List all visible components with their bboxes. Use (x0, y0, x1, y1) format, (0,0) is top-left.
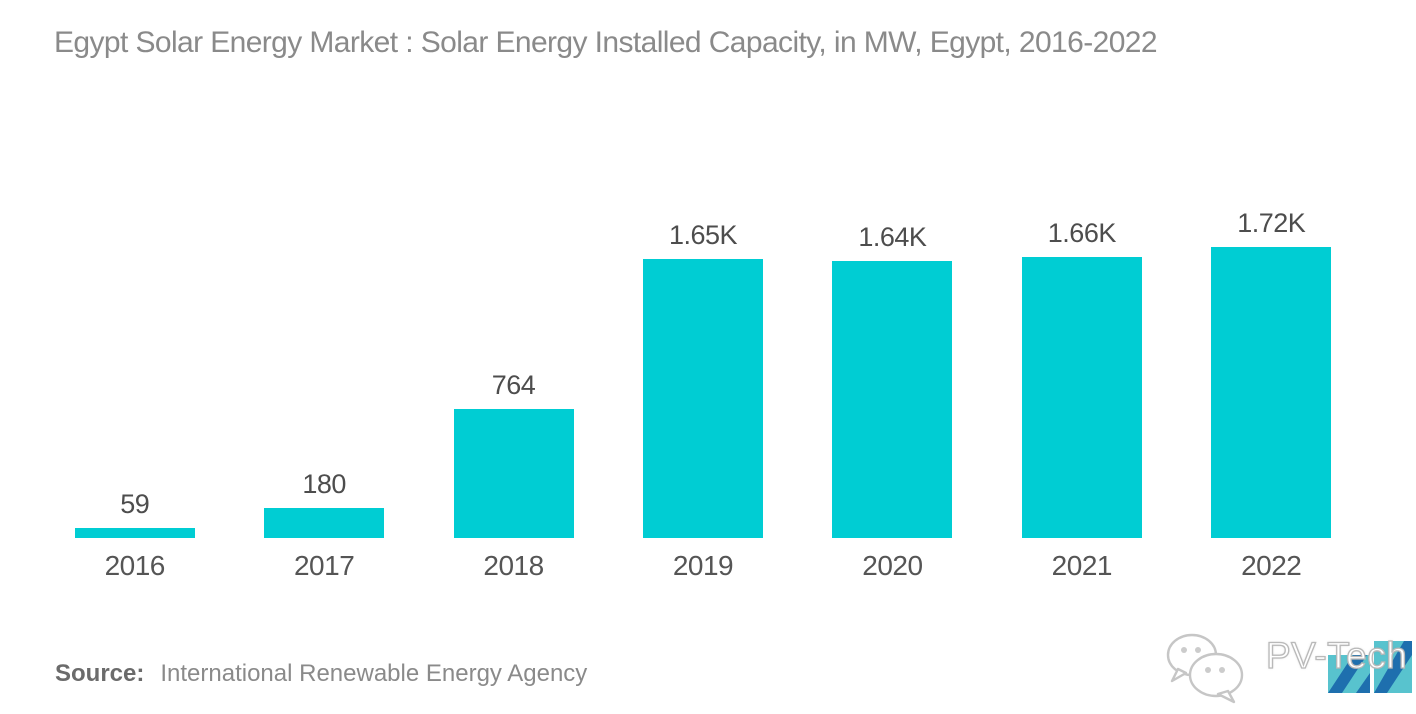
bar-column: 1.66K 2021 (987, 200, 1176, 582)
bar (642, 259, 763, 538)
bar-value-label: 764 (491, 370, 536, 400)
x-axis-label: 2016 (104, 550, 166, 581)
brand-watermark: PV-Tech (1166, 619, 1416, 714)
bar-value-label: 1.65K (668, 220, 738, 250)
plot-area: 59 2016 180 2017 764 2018 1.65K 2019 1.64K 2020 1.… (40, 200, 1366, 582)
source-text: International Renewable Energy Agency (160, 660, 588, 687)
x-axis-label: 2022 (1241, 550, 1302, 581)
bar-value-label: 59 (120, 489, 150, 519)
bar (1211, 247, 1332, 538)
bar-value-label: 1.72K (1237, 208, 1306, 238)
bar (74, 528, 195, 538)
bar (1021, 257, 1142, 538)
bar-column: 1.72K 2022 (1177, 200, 1366, 582)
pvtech-logo-mark (1326, 637, 1414, 700)
x-axis-label: 2020 (862, 550, 923, 581)
x-axis-label: 2018 (483, 550, 544, 581)
bar (832, 261, 953, 538)
bar-value-label: 1.64K (858, 222, 927, 252)
bar-column: 764 2018 (419, 200, 608, 582)
bar (453, 409, 574, 538)
brand-name: PV-Tech (1265, 634, 1408, 676)
bar-column: 180 2017 (229, 200, 418, 582)
bar-column: 1.65K 2019 (608, 200, 797, 582)
x-axis-label: 2017 (293, 550, 355, 581)
bar-column: 1.64K 2020 (798, 200, 987, 582)
bar-value-label: 1.66K (1047, 218, 1117, 248)
wechat-icon (1158, 627, 1250, 712)
source-row: Source: International Renewable Energy Ag… (55, 660, 587, 688)
bar-column: 59 2016 (40, 200, 229, 582)
bar (264, 508, 385, 538)
x-axis-label: 2019 (672, 550, 734, 581)
source-label: Source: (55, 660, 145, 687)
bar-value-label: 180 (302, 469, 346, 499)
x-axis-label: 2021 (1051, 550, 1113, 581)
chart-title: Egypt Solar Energy Market : Solar Energy… (54, 26, 1158, 59)
